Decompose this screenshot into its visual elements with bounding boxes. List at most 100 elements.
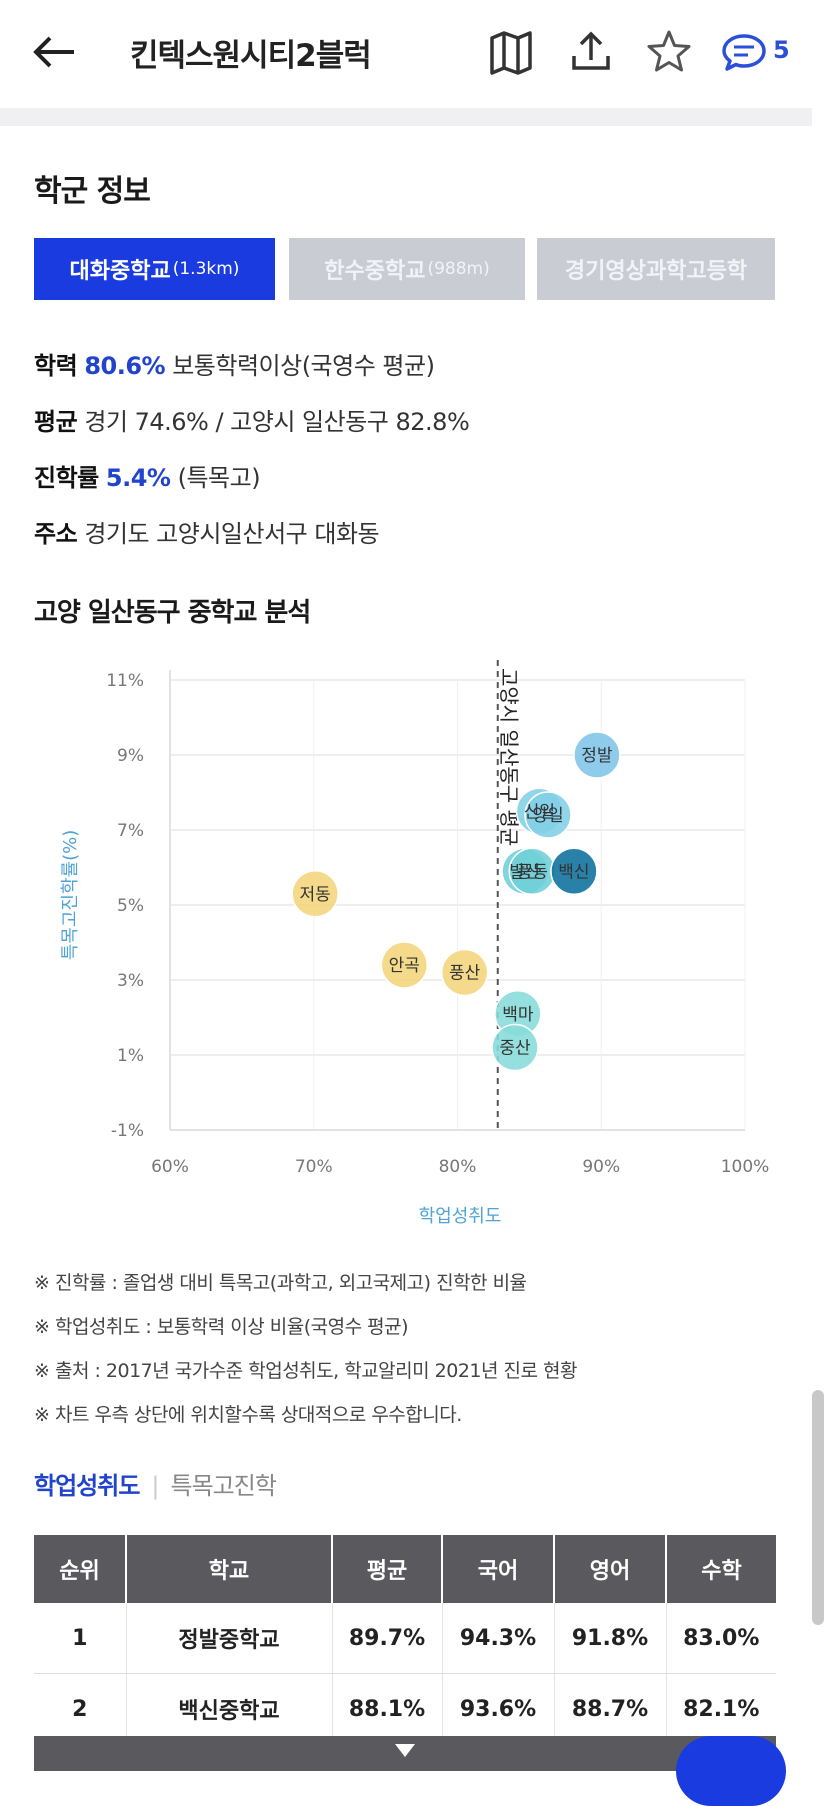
note-chart-hint: ※ 차트 우측 상단에 위치할수록 상대적으로 우수합니다.: [34, 1404, 462, 1426]
reference-line: 고양시 일산동구 평균: [496, 660, 521, 1130]
x-tick-label: 70%: [295, 1157, 333, 1177]
bubble-label: 저동: [300, 885, 331, 905]
achievement-desc: 보통학력이상(국영수 평균): [172, 352, 435, 380]
cell-korean: 94.3%: [442, 1603, 555, 1674]
x-tick-label: 80%: [439, 1157, 477, 1177]
bubble-point[interactable]: [573, 731, 621, 779]
table-row[interactable]: 2 백신중학교 88.1% 93.6% 88.7% 82.1%: [34, 1673, 776, 1745]
header-korean: 국어: [442, 1535, 555, 1603]
tab-school-1-name: 대화중학교: [69, 259, 171, 284]
cell-math: 83.0%: [666, 1603, 776, 1674]
expand-table-button[interactable]: [34, 1736, 776, 1771]
bubble-point[interactable]: [440, 948, 489, 997]
cell-math: 82.1%: [666, 1673, 776, 1745]
cell-korean: 93.6%: [442, 1673, 555, 1745]
header-school: 학교: [126, 1535, 333, 1603]
info-advance-rate: 진학률 5.4% (특목고): [34, 458, 261, 493]
bubble-label: 안곡: [389, 956, 420, 976]
bubble-point[interactable]: [380, 941, 429, 989]
ranking-table: 순위 학교 평균 국어 영어 수학 1 정발중학교 89.7% 94.3% 91…: [34, 1535, 776, 1745]
top-bar: 킨텍스원시티2블럭 5: [0, 0, 827, 108]
back-arrow-icon[interactable]: [30, 26, 82, 78]
cell-rank: 2: [34, 1673, 127, 1745]
info-achievement: 학력 80.6% 보통학력이상(국영수 평균): [34, 346, 435, 381]
header-rank: 순위: [34, 1535, 127, 1603]
info-address: 주소 경기도 고양시일산서구 대화동: [34, 514, 380, 549]
bubble-label: 중산: [499, 1039, 531, 1059]
tab-school-3-name: 경기영상과학고등학: [564, 259, 748, 284]
y-tick-label: 11%: [106, 671, 144, 691]
y-tick-label: 7%: [117, 821, 144, 841]
map-icon[interactable]: [486, 26, 536, 78]
achievement-label: 학력: [34, 352, 78, 380]
cell-school: 정발중학교: [126, 1603, 333, 1674]
comment-count[interactable]: 5: [773, 36, 790, 64]
cell-average: 89.7%: [332, 1603, 443, 1674]
table-header-row: 순위 학교 평균 국어 영어 수학: [34, 1535, 776, 1603]
bubble-point[interactable]: [524, 791, 572, 839]
scrollbar-thumb[interactable]: [812, 1390, 824, 1625]
info-average: 평균 경기 74.6% / 고양시 일산동구 82.8%: [34, 402, 470, 437]
chart-grid: [169, 670, 746, 1131]
advance-desc: (특목고): [177, 464, 261, 492]
chevron-down-icon: [395, 1744, 415, 1757]
subtab-separator: |: [151, 1472, 159, 1500]
header-average: 평균: [332, 1535, 443, 1603]
achievement-value: 80.6%: [84, 352, 166, 380]
bubble-label: 신일: [524, 802, 555, 822]
scatter-chart: 11% 9% 7% 5% 3% 1% -1% 60% 70% 80% 90% 100% 고양시 일산…: [60, 660, 769, 1227]
note-achievement: ※ 학업성취도 : 보통학력 이상 비율(국영수 평균): [34, 1316, 409, 1338]
x-tick-label: 60%: [151, 1157, 189, 1177]
y-tick-label: -1%: [111, 1121, 144, 1141]
section-title-school-info: 학군 정보: [34, 174, 151, 209]
bubble-point[interactable]: [550, 847, 598, 895]
section-title-analysis: 고양 일산동구 중학교 분석: [34, 598, 311, 628]
cell-rank: 1: [34, 1603, 127, 1674]
school-tabs: 대화중학교 (1.3km) 한수중학교 (988m) 경기영상과학고등학: [34, 238, 794, 300]
bubble-label: 정발: [581, 746, 613, 766]
bubble-point[interactable]: [491, 1023, 539, 1072]
tab-school-2[interactable]: 한수중학교 (988m): [289, 238, 525, 300]
average-label: 평균: [34, 408, 78, 436]
cell-average: 88.1%: [332, 1673, 443, 1745]
x-axis-ticks: 60% 70% 80% 90% 100%: [151, 1157, 769, 1177]
reference-line-label: 고양시 일산동구 평균: [497, 668, 521, 846]
header-english: 영어: [554, 1535, 667, 1603]
table-row[interactable]: 1 정발중학교 89.7% 94.3% 91.8% 83.0%: [34, 1603, 776, 1674]
y-axis-ticks: 11% 9% 7% 5% 3% 1% -1%: [106, 671, 144, 1141]
bubble-label: 백신: [558, 862, 589, 882]
y-tick-label: 9%: [117, 746, 144, 766]
bubble-point[interactable]: [291, 870, 339, 918]
x-tick-label: 100%: [721, 1157, 770, 1177]
advance-value: 5.4%: [105, 464, 171, 492]
header-math: 수학: [666, 1535, 776, 1603]
cell-school: 백신중학교: [126, 1673, 333, 1745]
bubble-label: 발산: [509, 862, 541, 882]
address-label: 주소: [34, 520, 78, 548]
ranking-subtabs: 학업성취도 | 특목고진학: [34, 1466, 277, 1501]
y-axis-label: 특목고진학률(%): [60, 830, 81, 961]
tab-school-2-distance: (988m): [427, 259, 490, 279]
bubble-label: 백마: [502, 1005, 534, 1025]
share-icon[interactable]: [566, 26, 616, 78]
tab-school-1-distance: (1.3km): [172, 259, 240, 279]
star-icon[interactable]: [644, 26, 694, 78]
subtab-achievement[interactable]: 학업성취도: [34, 1472, 140, 1500]
bubble-label: 풍동: [517, 862, 548, 882]
floating-action-button[interactable]: [676, 1736, 786, 1806]
y-tick-label: 3%: [117, 971, 144, 991]
cell-english: 91.8%: [554, 1603, 667, 1674]
tab-school-3[interactable]: 경기영상과학고등학: [537, 238, 775, 300]
comment-icon[interactable]: [720, 26, 768, 78]
subtab-special-advance[interactable]: 특목고진학: [170, 1472, 277, 1500]
advance-label: 진학률: [34, 464, 99, 492]
tab-school-1[interactable]: 대화중학교 (1.3km): [34, 238, 275, 300]
section-divider: [0, 108, 812, 126]
y-tick-label: 5%: [117, 896, 144, 916]
note-advance-rate: ※ 진학률 : 졸업생 대비 특목고(과학고, 외고국제고) 진학한 비율: [34, 1272, 527, 1294]
page-title: 킨텍스원시티2블럭: [130, 38, 372, 74]
bubble-label: 양일: [532, 806, 563, 826]
x-tick-label: 90%: [582, 1157, 620, 1177]
note-source: ※ 출처 : 2017년 국가수준 학업성취도, 학교알리미 2021년 진로 …: [34, 1360, 578, 1382]
